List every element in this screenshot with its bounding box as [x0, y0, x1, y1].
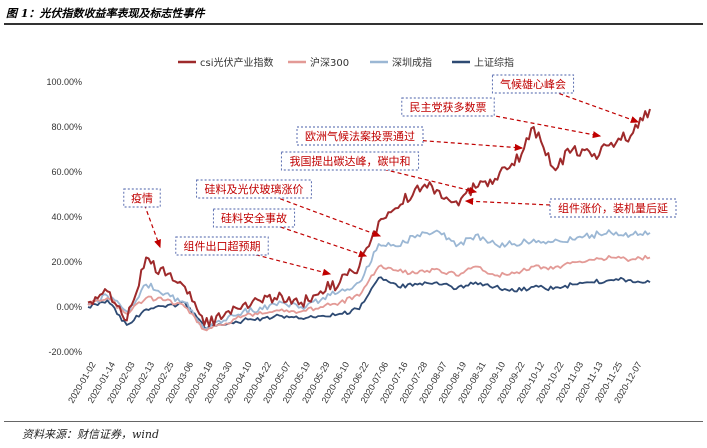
legend-label: 沪深300 — [310, 56, 349, 69]
annotation-label: 疫情 — [131, 191, 153, 205]
annotation-box — [296, 126, 424, 146]
legend-label: csi光伏产业指数 — [200, 56, 274, 69]
annotation-arrow — [447, 106, 602, 139]
annotation-arrow — [359, 135, 524, 152]
annotation-label: 我国提出碳达峰，碳中和 — [290, 154, 411, 168]
series-line-shenzhen — [87, 229, 651, 331]
annotation-box — [401, 97, 495, 117]
top-rule — [4, 23, 703, 25]
annotation-label: 气候雄心峰会 — [500, 77, 566, 91]
annotation-arrow — [532, 83, 640, 123]
legend-label: 深圳成指 — [392, 56, 432, 69]
line-chart: -20.00% 0.00% 20.00% 40.00% 60.00% 80.00% 100.… — [46, 56, 677, 405]
annotation-box — [175, 236, 269, 256]
y-tick-label: 0.00% — [56, 302, 82, 312]
y-tick-label: 80.00% — [51, 122, 82, 132]
annotation-label: 硅料安全事故 — [221, 211, 287, 225]
annotation-box — [196, 179, 312, 199]
annotation-box — [123, 188, 161, 208]
series-line-hs300 — [87, 254, 651, 332]
y-tick-label: 100.00% — [46, 77, 82, 87]
annotation-box — [491, 74, 575, 94]
annotation-label: 硅料及光伏玻璃涨价 — [205, 182, 304, 196]
series-line-csi — [87, 108, 651, 328]
annotation-box — [212, 208, 296, 228]
y-tick-label: -20.00% — [48, 347, 82, 357]
legend-label: 上证综指 — [474, 56, 514, 69]
annotation-label: 欧洲气候法案投票通过 — [305, 129, 415, 143]
figure-title: 图 1：光伏指数收益率表现及标志性事件 — [6, 7, 205, 20]
annotation-label: 组件涨价，装机量后延 — [558, 201, 668, 215]
annotation-box — [280, 151, 420, 171]
y-tick-label: 20.00% — [51, 257, 82, 267]
bottom-rule — [4, 421, 703, 422]
annotation-arrow — [221, 245, 332, 276]
annotation-box — [549, 198, 677, 218]
y-tick-label: 60.00% — [51, 167, 82, 177]
y-tick-label: 40.00% — [51, 212, 82, 222]
annotation-label: 组件出口超预期 — [184, 239, 261, 253]
figure-source: 资料来源：财信证券，wind — [22, 428, 160, 441]
annotation-arrow — [253, 217, 368, 258]
annotation-label: 民主党获多数票 — [410, 100, 487, 114]
